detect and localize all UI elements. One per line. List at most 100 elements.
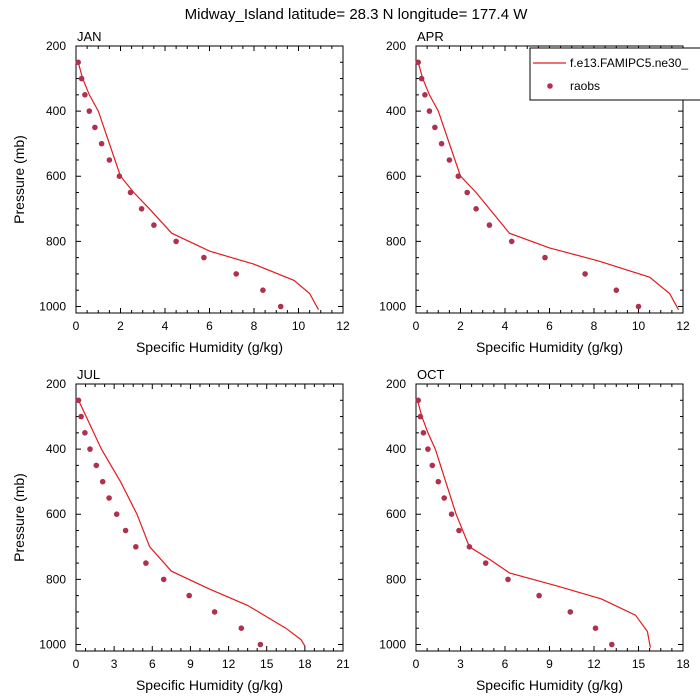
x-tick-label: 12 [222, 657, 236, 671]
raobs-point [86, 108, 93, 114]
model-profile-line [77, 62, 320, 310]
y-tick-label: 600 [46, 507, 66, 521]
raobs-point [635, 303, 642, 310]
x-tick-label: 6 [149, 657, 156, 671]
raobs-point [448, 511, 455, 517]
panel-title: JUL [77, 367, 100, 382]
y-tick-label: 600 [386, 169, 406, 183]
raobs-point [505, 576, 511, 583]
raobs-point [415, 397, 422, 404]
y-tick-label: 1000 [39, 299, 66, 313]
raobs-point [473, 206, 479, 212]
raobs-point [429, 462, 436, 469]
x-tick-label: 2 [457, 319, 464, 333]
y-tick-label: 400 [46, 442, 66, 456]
raobs-point [99, 478, 106, 485]
raobs-point [582, 271, 588, 277]
raobs-point [87, 446, 93, 452]
raobs-point [446, 157, 453, 163]
raobs-point [98, 140, 105, 147]
raobs-point [211, 609, 218, 615]
plot-frame [415, 383, 684, 652]
raobs-point [93, 462, 100, 469]
x-axis-label: Specific Humidity (g/kg) [136, 677, 283, 693]
raobs-point [464, 189, 471, 196]
x-tick-label: 12 [676, 319, 690, 333]
y-axis-label: Pressure (mb) [11, 473, 27, 562]
raobs-point [486, 222, 493, 228]
raobs-point [432, 124, 438, 131]
raobs-point [422, 92, 428, 98]
raobs-point [127, 189, 134, 196]
y-axis-label: Pressure (mb) [11, 135, 27, 224]
raobs-point [456, 527, 462, 534]
raobs-point [438, 140, 445, 147]
y-tick-label: 1000 [379, 299, 406, 313]
panel-title: JAN [77, 29, 102, 44]
raobs-point [78, 75, 85, 82]
y-tick-label: 400 [46, 104, 66, 118]
x-tick-label: 0 [413, 657, 420, 671]
y-tick-label: 200 [46, 39, 66, 53]
model-profile-line [77, 400, 306, 647]
raobs-point [466, 544, 473, 550]
x-tick-label: 6 [502, 657, 509, 671]
y-tick-label: 1000 [39, 637, 66, 651]
x-tick-label: 6 [206, 319, 213, 333]
raobs-point [417, 413, 424, 420]
raobs-point [78, 413, 84, 420]
x-tick-label: 9 [187, 657, 194, 671]
x-tick-label: 18 [676, 657, 690, 671]
raobs-point [415, 59, 422, 66]
y-tick-label: 1000 [379, 637, 406, 651]
raobs-point [592, 625, 599, 631]
raobs-point [75, 59, 81, 66]
raobs-point [508, 238, 515, 245]
legend-box [529, 47, 700, 101]
plot-frame [75, 45, 344, 314]
y-tick-label: 600 [386, 507, 406, 521]
x-tick-label: 0 [73, 657, 80, 671]
y-tick-label: 200 [386, 377, 406, 391]
y-tick-label: 600 [46, 169, 66, 183]
raobs-point [143, 560, 149, 566]
raobs-point [420, 430, 427, 436]
raobs-point [426, 108, 433, 114]
raobs-point [418, 75, 425, 82]
x-tick-label: 12 [587, 657, 601, 671]
panel-oct: OCT 0 3 6 9 12 15 18 200 400 600 800 1000 Specific Hu… [379, 367, 690, 693]
raobs-point [482, 560, 489, 566]
raobs-point [613, 287, 620, 294]
x-tick-label: 21 [336, 657, 350, 671]
panel-jan: JAN 0 2 4 6 8 10 12 200 400 600 800 1000 Specific Hum… [11, 29, 350, 355]
raobs-point [609, 641, 615, 648]
x-tick-label: 0 [73, 319, 80, 333]
x-tick-label: 3 [457, 657, 464, 671]
raobs-point [536, 592, 542, 599]
x-axis-label: Specific Humidity (g/kg) [476, 339, 623, 355]
x-tick-label: 4 [162, 319, 169, 333]
raobs-point [233, 271, 239, 277]
model-profile-line [417, 62, 680, 310]
raobs-point [173, 238, 179, 245]
raobs-point [238, 625, 245, 631]
x-axis-label: Specific Humidity (g/kg) [476, 677, 623, 693]
raobs-point [441, 495, 448, 501]
y-tick-label: 800 [386, 572, 406, 586]
y-tick-label: 800 [46, 572, 66, 586]
x-tick-label: 15 [632, 657, 646, 671]
panel-title: OCT [417, 367, 445, 382]
x-tick-label: 8 [251, 319, 258, 333]
raobs-point [435, 478, 442, 485]
x-tick-label: 8 [591, 319, 598, 333]
x-tick-label: 9 [546, 657, 553, 671]
model-profile-line [416, 400, 651, 648]
x-axis-label: Specific Humidity (g/kg) [136, 339, 283, 355]
raobs-point [257, 641, 264, 648]
legend-obs-marker [547, 83, 553, 89]
y-tick-label: 800 [386, 234, 406, 248]
x-tick-label: 18 [298, 657, 312, 671]
x-tick-label: 10 [292, 319, 306, 333]
plot-frame [75, 383, 344, 652]
